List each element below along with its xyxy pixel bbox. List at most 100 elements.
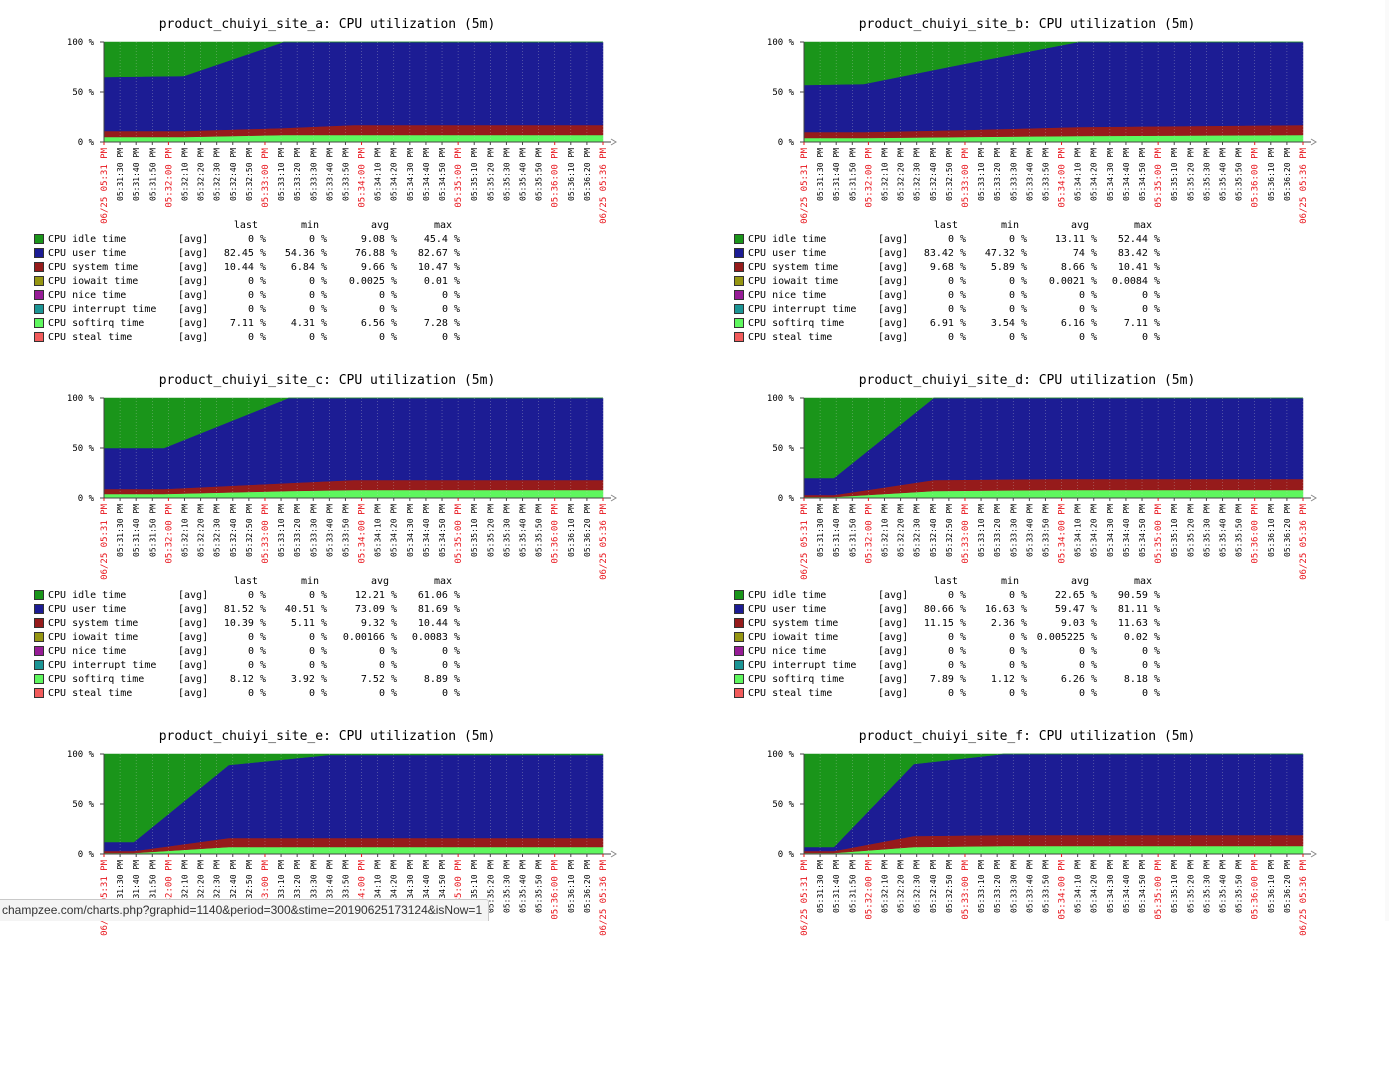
x-tick-label: 05:34:10 PM (374, 148, 383, 201)
legend-swatch (734, 618, 744, 628)
legend-value-last: 7.89 % (929, 674, 966, 685)
x-tick-label: 05:33:10 PM (277, 148, 286, 201)
x-tick-label: 05:34:50 PM (438, 860, 447, 913)
x-tick-label: 05:35:10 PM (1170, 504, 1179, 557)
cpu-graph-panel[interactable]: product_chuiyi_site_f: CPU utilization (… (700, 712, 1360, 1068)
legend-row: CPU softirq time [avg] 7.11 % 4.31 % 6.56 % 7… (34, 318, 460, 332)
legend-value-last: 0 % (247, 590, 266, 601)
legend-swatch (734, 318, 744, 328)
x-tick-label: 05:35:10 PM (1170, 148, 1179, 201)
legend-swatch (734, 304, 744, 314)
legend-row: CPU iowait time [avg] 0 % 0 % 0.005225 % 0.02… (734, 632, 1160, 646)
cpu-graph-panel[interactable]: product_chuiyi_site_c: CPU utilization (… (0, 356, 660, 712)
legend-value-avg: 0 % (378, 688, 397, 699)
legend-row: CPU user time [avg] 82.45 % 54.36 % 76.88 % 8… (34, 248, 460, 262)
cpu-utilization-chart: product_chuiyi_site_c: CPU utilization (… (67, 373, 617, 580)
chart-title: product_chuiyi_site_d: CPU utilization (… (859, 373, 1196, 388)
scrollbar[interactable] (1385, 0, 1389, 921)
legend-value-avg: 0 % (1078, 332, 1097, 343)
x-tick-label: 05:32:20 PM (897, 504, 906, 557)
x-tick-label: 05:32:10 PM (880, 148, 889, 201)
x-tick-label: 05:34:30 PM (406, 504, 415, 557)
x-tick-label: 05:32:20 PM (197, 148, 206, 201)
x-tick-label: 05:33:00 PM (261, 147, 271, 207)
legend-value-last: 0 % (247, 646, 266, 657)
x-tick-label: 05:33:30 PM (309, 148, 318, 201)
legend-swatch (734, 276, 744, 286)
legend-swatch (734, 290, 744, 300)
y-tick-label: 0 % (778, 850, 795, 860)
legend-value-last: 0 % (947, 332, 966, 343)
legend-value-max: 45.4 % (423, 234, 460, 245)
y-tick-label: 100 % (767, 394, 795, 404)
legend-row: CPU system time [avg] 11.15 % 2.36 % 9.03 % 1… (734, 618, 1160, 632)
legend-value-min: 5.89 % (990, 262, 1027, 273)
x-tick-label: 05:33:30 PM (1009, 148, 1018, 201)
legend-function: [avg] (878, 304, 909, 315)
legend-value-avg: 0 % (378, 304, 397, 315)
x-tick-label: 05:31:30 PM (816, 148, 825, 201)
legend-value-avg: 0.00166 % (342, 632, 397, 643)
legend-value-avg: 22.65 % (1054, 590, 1097, 601)
legend-value-min: 0 % (1008, 290, 1027, 301)
x-tick-label: 05:32:30 PM (213, 504, 222, 557)
x-tick-label: 05:35:30 PM (502, 860, 511, 913)
legend-series-name: CPU iowait time (48, 276, 139, 287)
legend-value-min: 0 % (1008, 276, 1027, 287)
x-tick-label: 05:36:10 PM (567, 504, 576, 557)
x-tick-label: 05:35:40 PM (1219, 148, 1228, 201)
y-tick-label: 50 % (72, 88, 94, 98)
legend-value-avg: 0 % (1078, 660, 1097, 671)
legend-function: [avg] (878, 276, 909, 287)
legend-value-avg: 12.21 % (354, 590, 397, 601)
x-tick-label: 05:31:30 PM (116, 148, 125, 201)
legend-value-avg: 73.09 % (354, 604, 397, 615)
y-tick-label: 50 % (772, 800, 794, 810)
x-tick-label: 05:35:20 PM (486, 504, 495, 557)
legend-function: [avg] (178, 590, 209, 601)
legend-value-last: 11.15 % (923, 618, 966, 629)
legend-value-min: 0 % (308, 646, 327, 657)
cpu-graph-panel[interactable]: product_chuiyi_site_b: CPU utilization (… (700, 0, 1360, 356)
x-tick-label: 05:31:40 PM (832, 504, 841, 557)
x-axis-arrow-icon (610, 138, 617, 146)
cpu-graph-panel[interactable]: product_chuiyi_site_a: CPU utilization (… (0, 0, 660, 356)
x-tick-label: 05:35:40 PM (1219, 860, 1228, 913)
legend-value-min: 0 % (1008, 234, 1027, 245)
legend-function: [avg] (178, 332, 209, 343)
y-tick-label: 100 % (767, 38, 795, 48)
legend-value-last: 80.66 % (923, 604, 966, 615)
legend-value-avg: 0 % (1078, 304, 1097, 315)
x-tick-label: 05:36:20 PM (1283, 860, 1292, 913)
x-tick-label: 05:32:30 PM (913, 504, 922, 557)
x-tick-label: 05:31:50 PM (148, 860, 157, 913)
x-tick-label: 05:32:50 PM (245, 148, 254, 201)
legend-function: [avg] (878, 332, 909, 343)
legend-row: CPU user time [avg] 81.52 % 40.51 % 73.09 % 8… (34, 604, 460, 618)
legend-col-last: last (933, 220, 958, 231)
x-tick-label: 05:36:00 PM (1251, 859, 1261, 919)
cpu-graph-panel[interactable]: product_chuiyi_site_d: CPU utilization (… (700, 356, 1360, 712)
legend-swatch (734, 234, 744, 244)
legend-value-max: 10.44 % (417, 618, 460, 629)
legend-function: [avg] (178, 262, 209, 273)
x-tick-label: 05:34:40 PM (422, 504, 431, 557)
y-tick-label: 0 % (78, 850, 95, 860)
legend-function: [avg] (178, 604, 209, 615)
legend-function: [avg] (178, 304, 209, 315)
legend-value-min: 0 % (1008, 660, 1027, 671)
x-tick-label: 05:32:10 PM (880, 860, 889, 913)
x-tick-label: 05:33:20 PM (293, 148, 302, 201)
x-tick-label: 05:33:40 PM (325, 504, 334, 557)
legend-value-last: 10.44 % (223, 262, 266, 273)
x-tick-label: 05:32:50 PM (245, 860, 254, 913)
x-tick-label: 05:34:00 PM (1058, 147, 1068, 207)
legend-value-max: 81.69 % (417, 604, 460, 615)
legend-series-name: CPU nice time (48, 646, 127, 657)
x-tick-label: 05:33:10 PM (977, 860, 986, 913)
x-tick-label: 05:36:20 PM (583, 860, 592, 913)
x-tick-label: 05:34:10 PM (1074, 504, 1083, 557)
cpu-utilization-chart: product_chuiyi_site_b: CPU utilization (… (767, 17, 1317, 224)
cpu-graph-panel[interactable]: product_chuiyi_site_e: CPU utilization (… (0, 712, 660, 1068)
legend-value-min: 6.84 % (290, 262, 327, 273)
